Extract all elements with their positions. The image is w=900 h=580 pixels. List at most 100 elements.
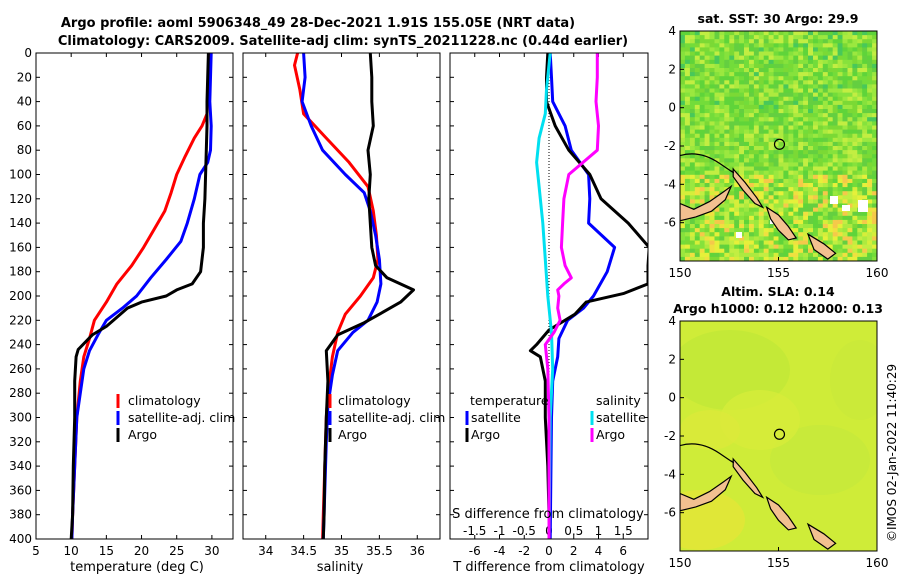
sst-cell: [872, 141, 877, 147]
sst-cell: [709, 51, 715, 57]
sst-cell: [808, 199, 814, 205]
sst-cell: [684, 224, 691, 229]
sst-cell: [798, 224, 804, 229]
sst-cell: [763, 170, 770, 176]
sst-cell: [753, 125, 760, 131]
sst-cell: [724, 109, 730, 114]
sst-cell: [842, 35, 848, 40]
sst-cell: [734, 63, 740, 69]
sst-cell: [729, 203, 735, 209]
sst-cell: [798, 84, 804, 90]
sst-cell: [709, 154, 715, 159]
sst-cell: [694, 244, 701, 250]
sst-cell: [803, 215, 809, 221]
sst-cell: [749, 43, 755, 48]
sst-cell: [867, 191, 873, 196]
sst-cell: [778, 113, 784, 118]
sst-cell: [689, 219, 696, 225]
sst-cell: [832, 141, 839, 147]
sst-cell: [788, 84, 794, 90]
sst-cell: [729, 72, 735, 77]
sst-cell: [699, 113, 706, 118]
temperature-panel: 0204060801001201401601802002202402602803…: [9, 46, 234, 558]
y-tick-label: 340: [9, 459, 32, 473]
land: [680, 184, 733, 222]
sst-cell: [704, 178, 711, 184]
sst-cell: [714, 113, 720, 118]
sst-cell: [872, 158, 877, 163]
sst-cell: [813, 72, 819, 77]
sst-cell: [842, 195, 848, 200]
sst-cell: [862, 96, 868, 102]
sst-cell: [739, 228, 745, 233]
y-tick-label: -6: [664, 506, 676, 520]
sst-cell: [768, 195, 775, 200]
sst-cell: [773, 187, 780, 192]
sst-cell: [749, 154, 755, 159]
sst-cell: [758, 47, 765, 53]
sst-cell: [680, 150, 686, 155]
sst-cell: [749, 187, 755, 192]
sst-cell: [817, 178, 824, 184]
sst-cell: [778, 141, 784, 147]
sst-cell: [699, 244, 706, 250]
sst-cell: [842, 43, 848, 48]
y-tick-label: 400: [9, 532, 32, 546]
sst-cell: [749, 199, 755, 205]
sst-cell: [788, 35, 794, 40]
sst-cell: [867, 39, 873, 44]
sst-cell: [714, 236, 720, 242]
y-tick-label: 2: [668, 352, 676, 366]
sst-cell: [680, 80, 686, 85]
sst-cell: [744, 92, 750, 98]
sst-cell: [773, 236, 780, 242]
sst-cell: [803, 72, 809, 77]
sst-cell: [763, 35, 770, 40]
sst-cell: [709, 47, 715, 53]
sst-cell: [837, 195, 844, 200]
sst-cell: [783, 43, 789, 48]
series-line: [543, 53, 600, 539]
sst-cell: [778, 72, 784, 77]
sst-cell: [798, 244, 804, 250]
map-frame: [679, 30, 878, 262]
sst-cell: [842, 51, 848, 57]
sst-cell: [724, 211, 730, 217]
sst-cell: [709, 150, 715, 155]
sst-cell: [739, 240, 745, 246]
sst-cell: [763, 199, 770, 205]
sst-cell: [872, 150, 877, 155]
sst-cell: [788, 199, 794, 205]
sst-cell: [852, 252, 858, 258]
salinity-legend: climatology satellite-adj. clim Argo: [328, 393, 445, 442]
sst-cell: [798, 166, 804, 172]
sst-cell: [763, 174, 770, 180]
sst-cell: [837, 55, 844, 61]
sst-cell: [857, 92, 863, 98]
sst-cell: [739, 133, 745, 139]
sst-cell: [704, 199, 711, 205]
sst-cell: [729, 133, 735, 139]
sst-cell: [832, 203, 839, 209]
sst-cell: [749, 47, 755, 53]
sst-cell: [778, 125, 784, 131]
sst-cell: [719, 129, 725, 135]
sst-cell: [847, 63, 853, 69]
sst-cell: [734, 244, 740, 250]
sst-cell: [709, 63, 715, 69]
sst-cell: [684, 146, 691, 151]
sst-cell: [768, 129, 775, 135]
sst-cell: [852, 154, 858, 159]
sst-cell: [758, 158, 765, 163]
sst-cell: [857, 195, 863, 200]
sst-cell: [699, 150, 706, 155]
sst-cell: [763, 104, 770, 110]
sst-cell: [704, 150, 711, 155]
sst-cell: [832, 121, 839, 127]
sst-cell: [847, 207, 853, 213]
sst-cell: [783, 55, 789, 61]
sst-cell: [709, 240, 715, 246]
sst-cell: [842, 80, 848, 85]
sst-cell: [837, 191, 844, 196]
sst-cell: [867, 174, 873, 180]
